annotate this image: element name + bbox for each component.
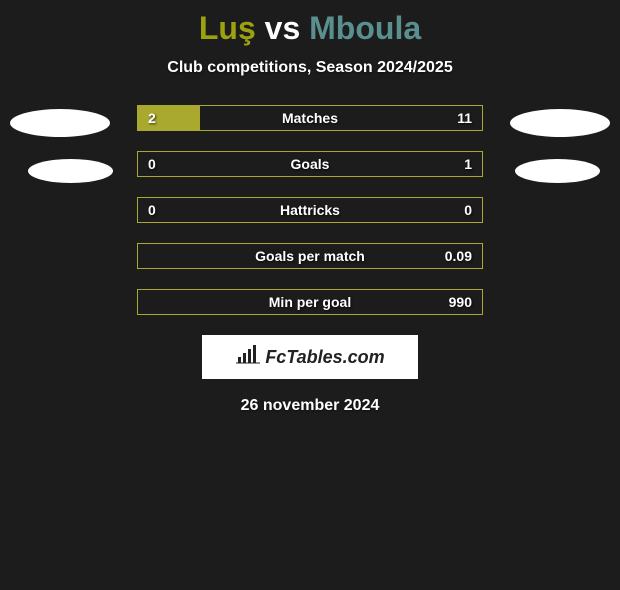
stat-bar: Goals per match0.09: [137, 243, 483, 269]
comparison-title: Luş vs Mboula: [0, 10, 620, 47]
stat-bar: Min per goal990: [137, 289, 483, 315]
stat-value-right: 0: [464, 198, 472, 222]
stat-label: Goals per match: [138, 244, 482, 268]
chart-icon: [235, 345, 261, 370]
subtitle: Club competitions, Season 2024/2025: [0, 59, 620, 77]
fctables-link[interactable]: FcTables.com: [202, 335, 418, 379]
fctables-label: FcTables.com: [265, 347, 384, 368]
stat-value-right: 1: [464, 152, 472, 176]
comparison-body: 2Matches110Goals10Hattricks0Goals per ma…: [0, 105, 620, 415]
stat-value-right: 990: [449, 290, 472, 314]
player1-club-logo: [10, 109, 110, 137]
stat-bar: 2Matches11: [137, 105, 483, 131]
player1-name: Luş: [199, 10, 256, 46]
player1-nation-logo: [28, 159, 113, 183]
stat-value-right: 11: [457, 106, 472, 130]
player2-club-logo: [510, 109, 610, 137]
stat-bar: 0Goals1: [137, 151, 483, 177]
vs-text: vs: [265, 10, 301, 46]
stat-label: Min per goal: [138, 290, 482, 314]
stat-bars: 2Matches110Goals10Hattricks0Goals per ma…: [137, 105, 483, 315]
stat-label: Goals: [138, 152, 482, 176]
player2-name: Mboula: [309, 10, 421, 46]
stat-bar: 0Hattricks0: [137, 197, 483, 223]
stat-label: Matches: [138, 106, 482, 130]
date: 26 november 2024: [0, 397, 620, 415]
stat-value-right: 0.09: [445, 244, 472, 268]
player2-nation-logo: [515, 159, 600, 183]
stat-label: Hattricks: [138, 198, 482, 222]
